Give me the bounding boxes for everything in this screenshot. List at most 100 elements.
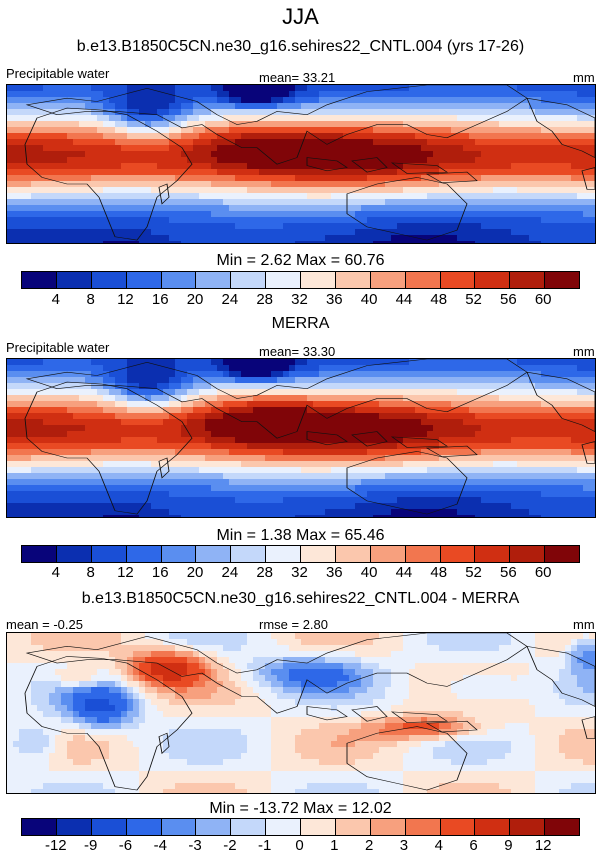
- map-cell: [55, 97, 62, 104]
- map-cell: [211, 223, 218, 230]
- map-cell: [271, 395, 278, 402]
- map-cell: [295, 413, 302, 420]
- map-cell: [583, 109, 590, 116]
- map-cell: [511, 401, 518, 408]
- map-cell: [439, 205, 446, 212]
- map-cell: [469, 163, 476, 170]
- map-cell: [43, 467, 50, 474]
- map-cell: [67, 85, 74, 92]
- map-cell: [73, 223, 80, 230]
- map-cell: [193, 151, 200, 158]
- map-cell: [271, 217, 278, 224]
- map-cell: [109, 121, 116, 128]
- map-cell: [565, 425, 572, 432]
- map-cell: [19, 241, 26, 243]
- map-cell: [271, 103, 278, 110]
- colorbar-tick-label: 24: [221, 291, 239, 308]
- map-cell: [115, 455, 122, 462]
- map-cell: [49, 85, 56, 92]
- map-cell: [229, 485, 236, 492]
- map-cell: [541, 467, 548, 474]
- map-cell: [97, 157, 104, 164]
- map-cell: [583, 413, 590, 420]
- map-cell: [313, 419, 320, 426]
- map-cell: [409, 133, 416, 140]
- map-cell: [319, 97, 326, 104]
- map-cell: [475, 115, 482, 122]
- map-cell: [13, 109, 20, 116]
- map-cell: [583, 217, 590, 224]
- map-cell: [169, 145, 176, 152]
- map-cell: [217, 431, 224, 438]
- map-cell: [79, 145, 86, 152]
- map-cell: [121, 455, 128, 462]
- map-cell: [517, 91, 524, 98]
- map-cell: [7, 115, 14, 122]
- map-cell: [31, 97, 38, 104]
- map-cell: [259, 413, 266, 420]
- map-cell: [265, 467, 272, 474]
- map-cell: [289, 365, 296, 372]
- map-cell: [469, 371, 476, 378]
- map-cell: [139, 395, 146, 402]
- map-cell: [271, 479, 278, 486]
- map-cell: [571, 229, 578, 236]
- map-cell: [127, 121, 134, 128]
- map-cell: [397, 97, 404, 104]
- map-cell: [121, 491, 128, 498]
- map-cell: [301, 175, 308, 182]
- map-cell: [295, 211, 302, 218]
- map-cell: [421, 85, 428, 92]
- map-cell: [583, 133, 590, 140]
- map-cell: [127, 205, 134, 212]
- map-cell: [427, 395, 434, 402]
- map-cell: [217, 109, 224, 116]
- map-cell: [85, 175, 92, 182]
- map-cell: [7, 205, 14, 212]
- map-cell: [103, 151, 110, 158]
- map-cell: [67, 97, 74, 104]
- map-cell: [277, 449, 284, 456]
- map-cell: [349, 115, 356, 122]
- map-cell: [505, 419, 512, 426]
- map-cell: [151, 413, 158, 420]
- map-cell: [211, 413, 218, 420]
- map-cell: [589, 109, 595, 116]
- map-cell: [469, 109, 476, 116]
- map-cell: [523, 181, 530, 188]
- map-cell: [415, 413, 422, 420]
- map-cell: [151, 169, 158, 176]
- map-cell: [271, 145, 278, 152]
- map-cell: [169, 395, 176, 402]
- map-cell: [7, 425, 14, 432]
- map-cell: [223, 413, 230, 420]
- map-cell: [85, 449, 92, 456]
- map-cell: [367, 199, 374, 206]
- map-cell: [583, 467, 590, 474]
- map-cell: [295, 455, 302, 462]
- map-cell: [535, 491, 542, 498]
- map-cell: [553, 145, 560, 152]
- map-cell: [565, 85, 572, 92]
- map-cell: [235, 407, 242, 414]
- map-cell: [523, 401, 530, 408]
- map-cell: [577, 199, 584, 206]
- map-cell: [289, 139, 296, 146]
- map-cell: [499, 401, 506, 408]
- map-cell: [43, 109, 50, 116]
- map-cell: [109, 205, 116, 212]
- map-cell: [13, 413, 20, 420]
- map-cell: [535, 377, 542, 384]
- map-cell: [307, 223, 314, 230]
- map-cell: [55, 473, 62, 480]
- map-cell: [199, 115, 206, 122]
- map-cell: [49, 199, 56, 206]
- map-cell: [61, 127, 68, 134]
- map-cell: [451, 181, 458, 188]
- map-cell: [139, 467, 146, 474]
- map-cell: [313, 395, 320, 402]
- map-cell: [301, 491, 308, 498]
- map-cell: [241, 241, 248, 243]
- map-cell: [139, 425, 146, 432]
- map-cell: [511, 449, 518, 456]
